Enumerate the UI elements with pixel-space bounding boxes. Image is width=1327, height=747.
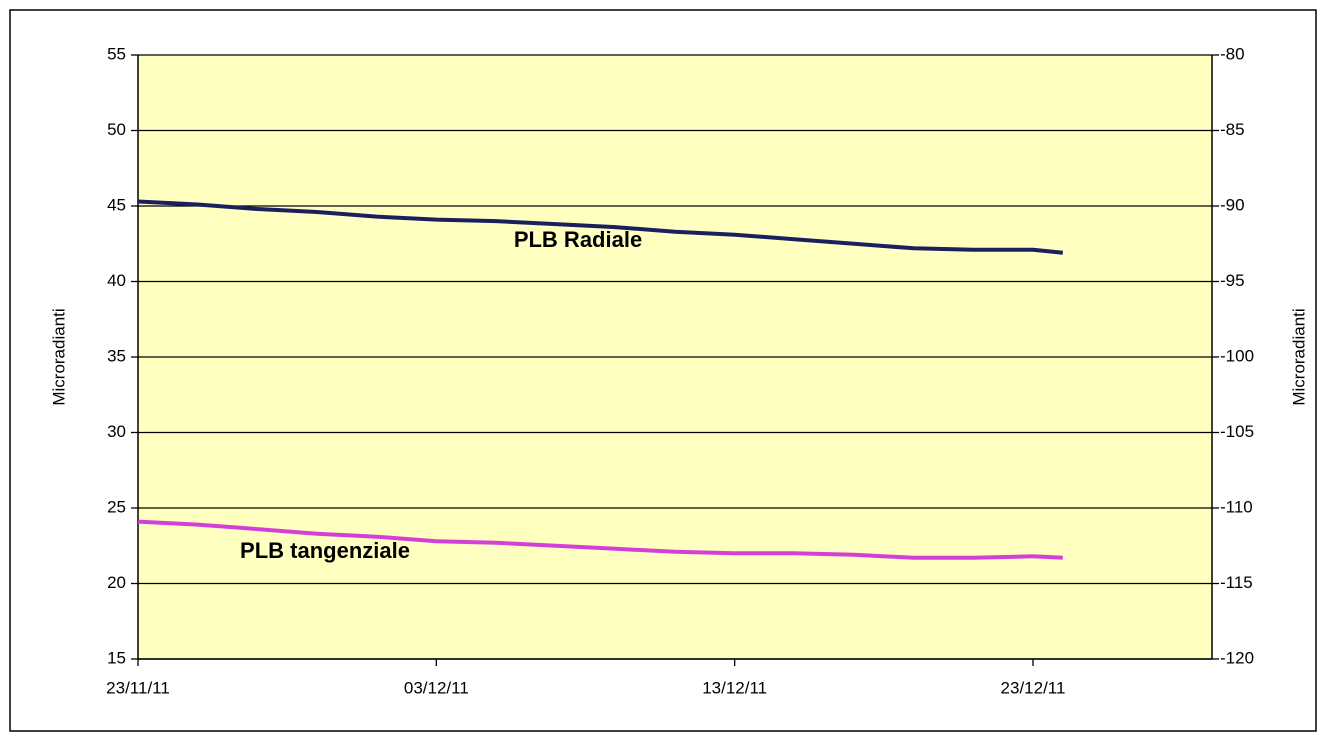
line-series — [137, 519, 1063, 560]
x-tick-label: 23/12/11 — [1001, 678, 1066, 697]
y2-tick-label: -85 — [1220, 120, 1245, 139]
y-tick-label: 40 — [107, 271, 126, 290]
y-axis-label: Microradianti — [49, 308, 68, 405]
x-tick-label: 23/11/11 — [106, 678, 170, 697]
y-tick-label: 15 — [107, 648, 126, 667]
y2-tick-label: -110 — [1220, 497, 1253, 516]
y2-tick-label: -100 — [1220, 346, 1254, 365]
y2-tick-label: -105 — [1220, 422, 1254, 441]
y2-axis-label: Microradianti — [1289, 308, 1308, 405]
y2-tick-label: -120 — [1220, 648, 1254, 667]
x-tick-label: 13/12/11 — [702, 678, 767, 697]
series-label: PLB tangenziale — [240, 538, 410, 563]
y-tick-label: 25 — [107, 497, 126, 516]
y-tick-label: 55 — [107, 44, 126, 63]
y2-tick-label: -80 — [1220, 44, 1245, 63]
y2-tick-label: -95 — [1220, 271, 1245, 290]
y-tick-label: 35 — [107, 346, 126, 365]
x-tick-label: 03/12/11 — [404, 678, 469, 697]
y2-tick-label: -90 — [1220, 195, 1245, 214]
y2-tick-label: -115 — [1220, 573, 1253, 592]
y-tick-label: 45 — [107, 195, 126, 214]
y-tick-label: 20 — [107, 573, 126, 592]
y-tick-label: 30 — [107, 422, 126, 441]
y-tick-label: 50 — [107, 120, 126, 139]
line-series — [137, 199, 1064, 255]
series-label: PLB Radiale — [514, 227, 642, 252]
